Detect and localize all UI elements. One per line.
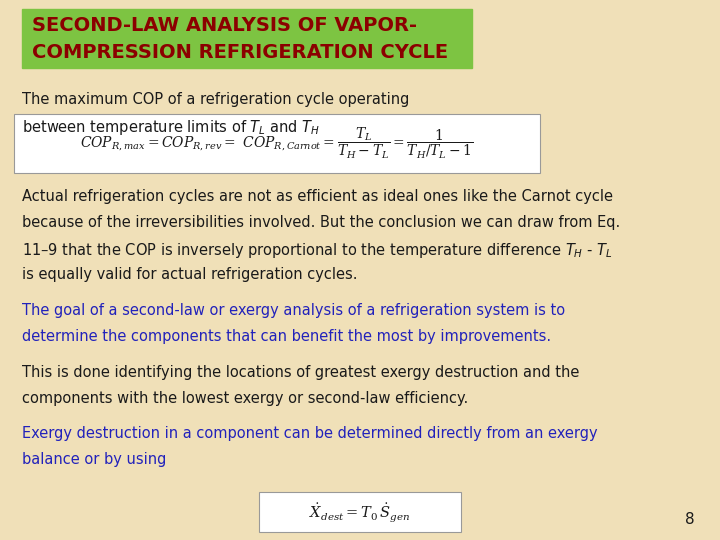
Text: $\dot{X}_{dest} = T_0\,\dot{S}_{gen}$: $\dot{X}_{dest} = T_0\,\dot{S}_{gen}$ <box>310 501 410 524</box>
Text: $COP_{R,max} = COP_{R,rev} =\ COP_{R,Carnot} = \dfrac{T_L}{T_H - T_L} = \dfrac{1: $COP_{R,max} = COP_{R,rev} =\ COP_{R,Car… <box>81 126 474 161</box>
Text: SECOND-LAW ANALYSIS OF VAPOR-: SECOND-LAW ANALYSIS OF VAPOR- <box>32 16 418 35</box>
Text: between temperature limits of $T_L$ and $T_H$: between temperature limits of $T_L$ and … <box>22 118 320 137</box>
Text: is equally valid for actual refrigeration cycles.: is equally valid for actual refrigeratio… <box>22 267 357 282</box>
Text: 8: 8 <box>685 511 695 526</box>
Text: COMPRESSION REFRIGERATION CYCLE: COMPRESSION REFRIGERATION CYCLE <box>32 43 449 63</box>
Text: This is done identifying the locations of greatest exergy destruction and the: This is done identifying the locations o… <box>22 365 579 380</box>
FancyBboxPatch shape <box>14 114 540 173</box>
Text: 11–9 that the COP is inversely proportional to the temperature difference $T_H$ : 11–9 that the COP is inversely proportio… <box>22 241 612 260</box>
Text: The goal of a second-law or exergy analysis of a refrigeration system is to: The goal of a second-law or exergy analy… <box>22 303 564 319</box>
Text: Exergy destruction in a component can be determined directly from an exergy: Exergy destruction in a component can be… <box>22 427 597 442</box>
FancyBboxPatch shape <box>259 492 461 532</box>
Text: balance or by using: balance or by using <box>22 453 166 468</box>
Text: The maximum COP of a refrigeration cycle operating: The maximum COP of a refrigeration cycle… <box>22 92 409 107</box>
Text: components with the lowest exergy or second-law efficiency.: components with the lowest exergy or sec… <box>22 391 468 406</box>
FancyBboxPatch shape <box>22 9 472 68</box>
Text: determine the components that can benefit the most by improvements.: determine the components that can benefi… <box>22 329 551 345</box>
Text: Actual refrigeration cycles are not as efficient as ideal ones like the Carnot c: Actual refrigeration cycles are not as e… <box>22 189 613 204</box>
Text: because of the irreversibilities involved. But the conclusion we can draw from E: because of the irreversibilities involve… <box>22 215 620 230</box>
